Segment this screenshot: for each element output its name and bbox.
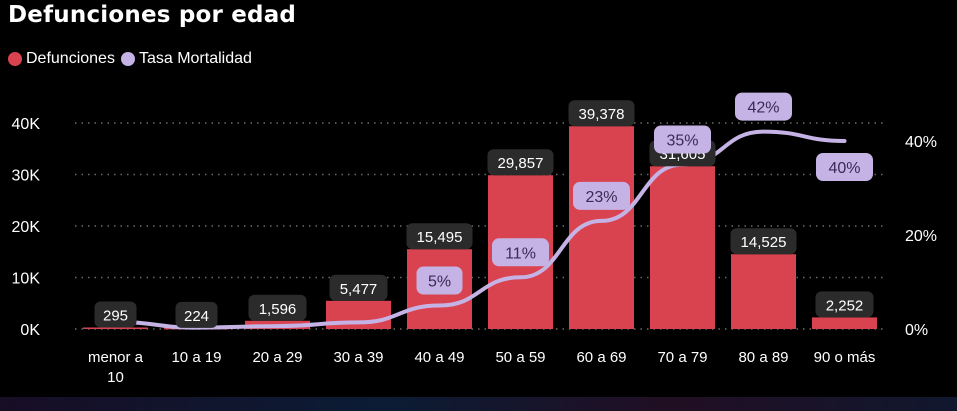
bar-label-bg — [248, 294, 307, 321]
y2-tick-label: 40% — [905, 134, 937, 151]
legend-label-tasa-mortalidad: Tasa Mortalidad — [138, 50, 252, 67]
chart-title: Defunciones por edad — [8, 2, 297, 28]
line-label-bg — [654, 125, 711, 154]
legend-label-defunciones: Defunciones — [26, 50, 115, 67]
y2-tick-label: 0% — [905, 322, 928, 339]
legend-item-defunciones[interactable]: Defunciones — [8, 50, 115, 68]
bar-label-bg — [815, 291, 874, 318]
bar-data-label: 14,525 — [741, 234, 787, 251]
x-tick-label: 80 a 89 — [738, 349, 788, 366]
background-glow — [0, 397, 957, 411]
bar — [650, 166, 715, 329]
bar-label-bg — [568, 100, 635, 127]
bar-label-bg — [329, 274, 388, 301]
line-data-label: 5% — [428, 274, 451, 291]
line-data-label: 11% — [505, 245, 536, 262]
line-tasa-mortalidad — [113, 129, 847, 330]
y-tick-label: 10K — [12, 271, 41, 288]
x-tick-label: 40 a 49 — [414, 349, 464, 366]
bar-label-bg — [730, 228, 797, 255]
line-data-label: 35% — [666, 133, 698, 150]
bar-data-label: 5,477 — [340, 281, 378, 298]
bar-label-bg — [175, 301, 218, 328]
y-tick-label: 40K — [12, 116, 41, 133]
y2-tick-label: 20% — [905, 228, 937, 245]
bar-data-label: 295 — [103, 307, 128, 324]
line-label-bg — [573, 181, 630, 210]
line-label-bg — [492, 238, 549, 267]
x-tick-label: 10 a 19 — [171, 349, 221, 366]
x-tick-label: 90 o más — [814, 349, 876, 366]
bar — [731, 254, 796, 329]
legend-item-tasa-mortalidad[interactable]: Tasa Mortalidad — [120, 50, 252, 68]
bar-data-label: 29,857 — [498, 155, 544, 172]
line-data-label: 23% — [585, 189, 617, 206]
bar-data-label: 2,252 — [826, 297, 864, 314]
x-tick-label: 50 a 59 — [495, 349, 545, 366]
line-label-bg — [816, 153, 873, 181]
line-data-label: 40% — [828, 160, 860, 177]
x-tick-label: menor a — [88, 349, 144, 366]
bar-data-label: 1,596 — [259, 301, 297, 318]
bar-label-bg — [94, 301, 137, 328]
bar-label-bg — [487, 149, 554, 176]
legend-swatch-defunciones — [8, 52, 22, 66]
legend-swatch-tasa-mortalidad — [120, 52, 135, 66]
x-tick-label: 20 a 29 — [252, 349, 302, 366]
x-tick-label: 30 a 39 — [333, 349, 383, 366]
bar-data-label: 15,495 — [417, 229, 463, 246]
legend: Defunciones Tasa Mortalidad — [8, 50, 258, 68]
x-tick-label: 10 — [107, 369, 124, 386]
y-tick-label: 30K — [12, 168, 41, 185]
line-data-label: 42% — [747, 100, 779, 117]
bar-label-bg — [406, 223, 473, 250]
x-tick-label: 60 a 69 — [576, 349, 626, 366]
bar-data-label: 224 — [184, 308, 209, 325]
y-tick-label: 0K — [20, 322, 40, 339]
x-tick-label: 70 a 79 — [657, 349, 707, 366]
bar — [83, 327, 148, 329]
line-label-bg — [416, 266, 463, 295]
y-tick-label: 20K — [12, 219, 41, 236]
bar-data-label: 39,378 — [579, 106, 625, 123]
line-label-bg — [735, 92, 792, 121]
bar — [812, 317, 877, 329]
